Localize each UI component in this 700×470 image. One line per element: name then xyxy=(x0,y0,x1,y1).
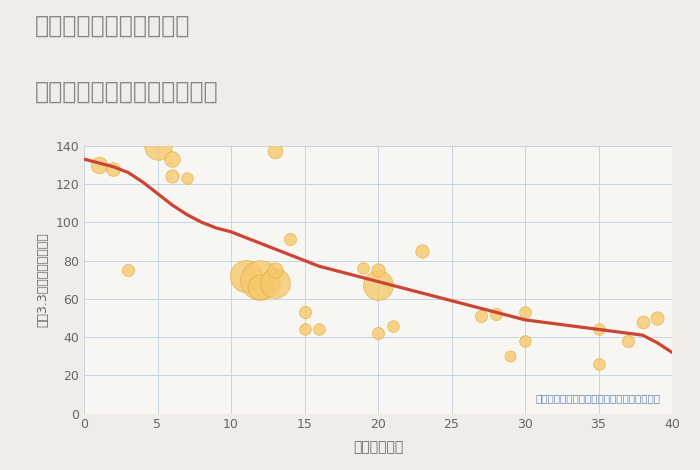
Point xyxy=(152,142,163,149)
Point xyxy=(475,312,486,320)
Point xyxy=(167,172,178,180)
Point xyxy=(167,155,178,163)
Point xyxy=(593,360,604,368)
Point xyxy=(490,310,501,318)
Point xyxy=(622,337,634,345)
Point xyxy=(358,265,369,272)
Point xyxy=(652,314,663,321)
Point xyxy=(314,326,325,333)
Point xyxy=(108,165,119,172)
Point xyxy=(270,148,281,155)
Point xyxy=(593,326,604,333)
Y-axis label: 坪（3.3㎡）単価（万円）: 坪（3.3㎡）単価（万円） xyxy=(36,232,50,327)
Point xyxy=(255,283,266,291)
Text: 円の大きさは、取引のあった物件面積を示す: 円の大きさは、取引のあった物件面積を示す xyxy=(536,393,660,403)
Point xyxy=(299,308,310,316)
X-axis label: 築年数（年）: 築年数（年） xyxy=(353,440,403,454)
Point xyxy=(284,236,295,243)
Point xyxy=(387,322,398,329)
Point xyxy=(299,326,310,333)
Point xyxy=(416,247,428,255)
Point xyxy=(270,266,281,274)
Point xyxy=(505,352,516,360)
Point xyxy=(637,318,648,326)
Point xyxy=(372,266,384,274)
Point xyxy=(255,276,266,283)
Point xyxy=(93,161,104,169)
Text: 奈良県奈良市六条緑町の: 奈良県奈良市六条緑町の xyxy=(35,14,190,38)
Point xyxy=(240,272,251,280)
Point xyxy=(372,329,384,337)
Point xyxy=(372,282,384,289)
Point xyxy=(181,174,193,182)
Text: 築年数別中古マンション価格: 築年数別中古マンション価格 xyxy=(35,80,218,104)
Point xyxy=(519,308,531,316)
Point xyxy=(519,337,531,345)
Point xyxy=(122,266,134,274)
Point xyxy=(270,280,281,287)
